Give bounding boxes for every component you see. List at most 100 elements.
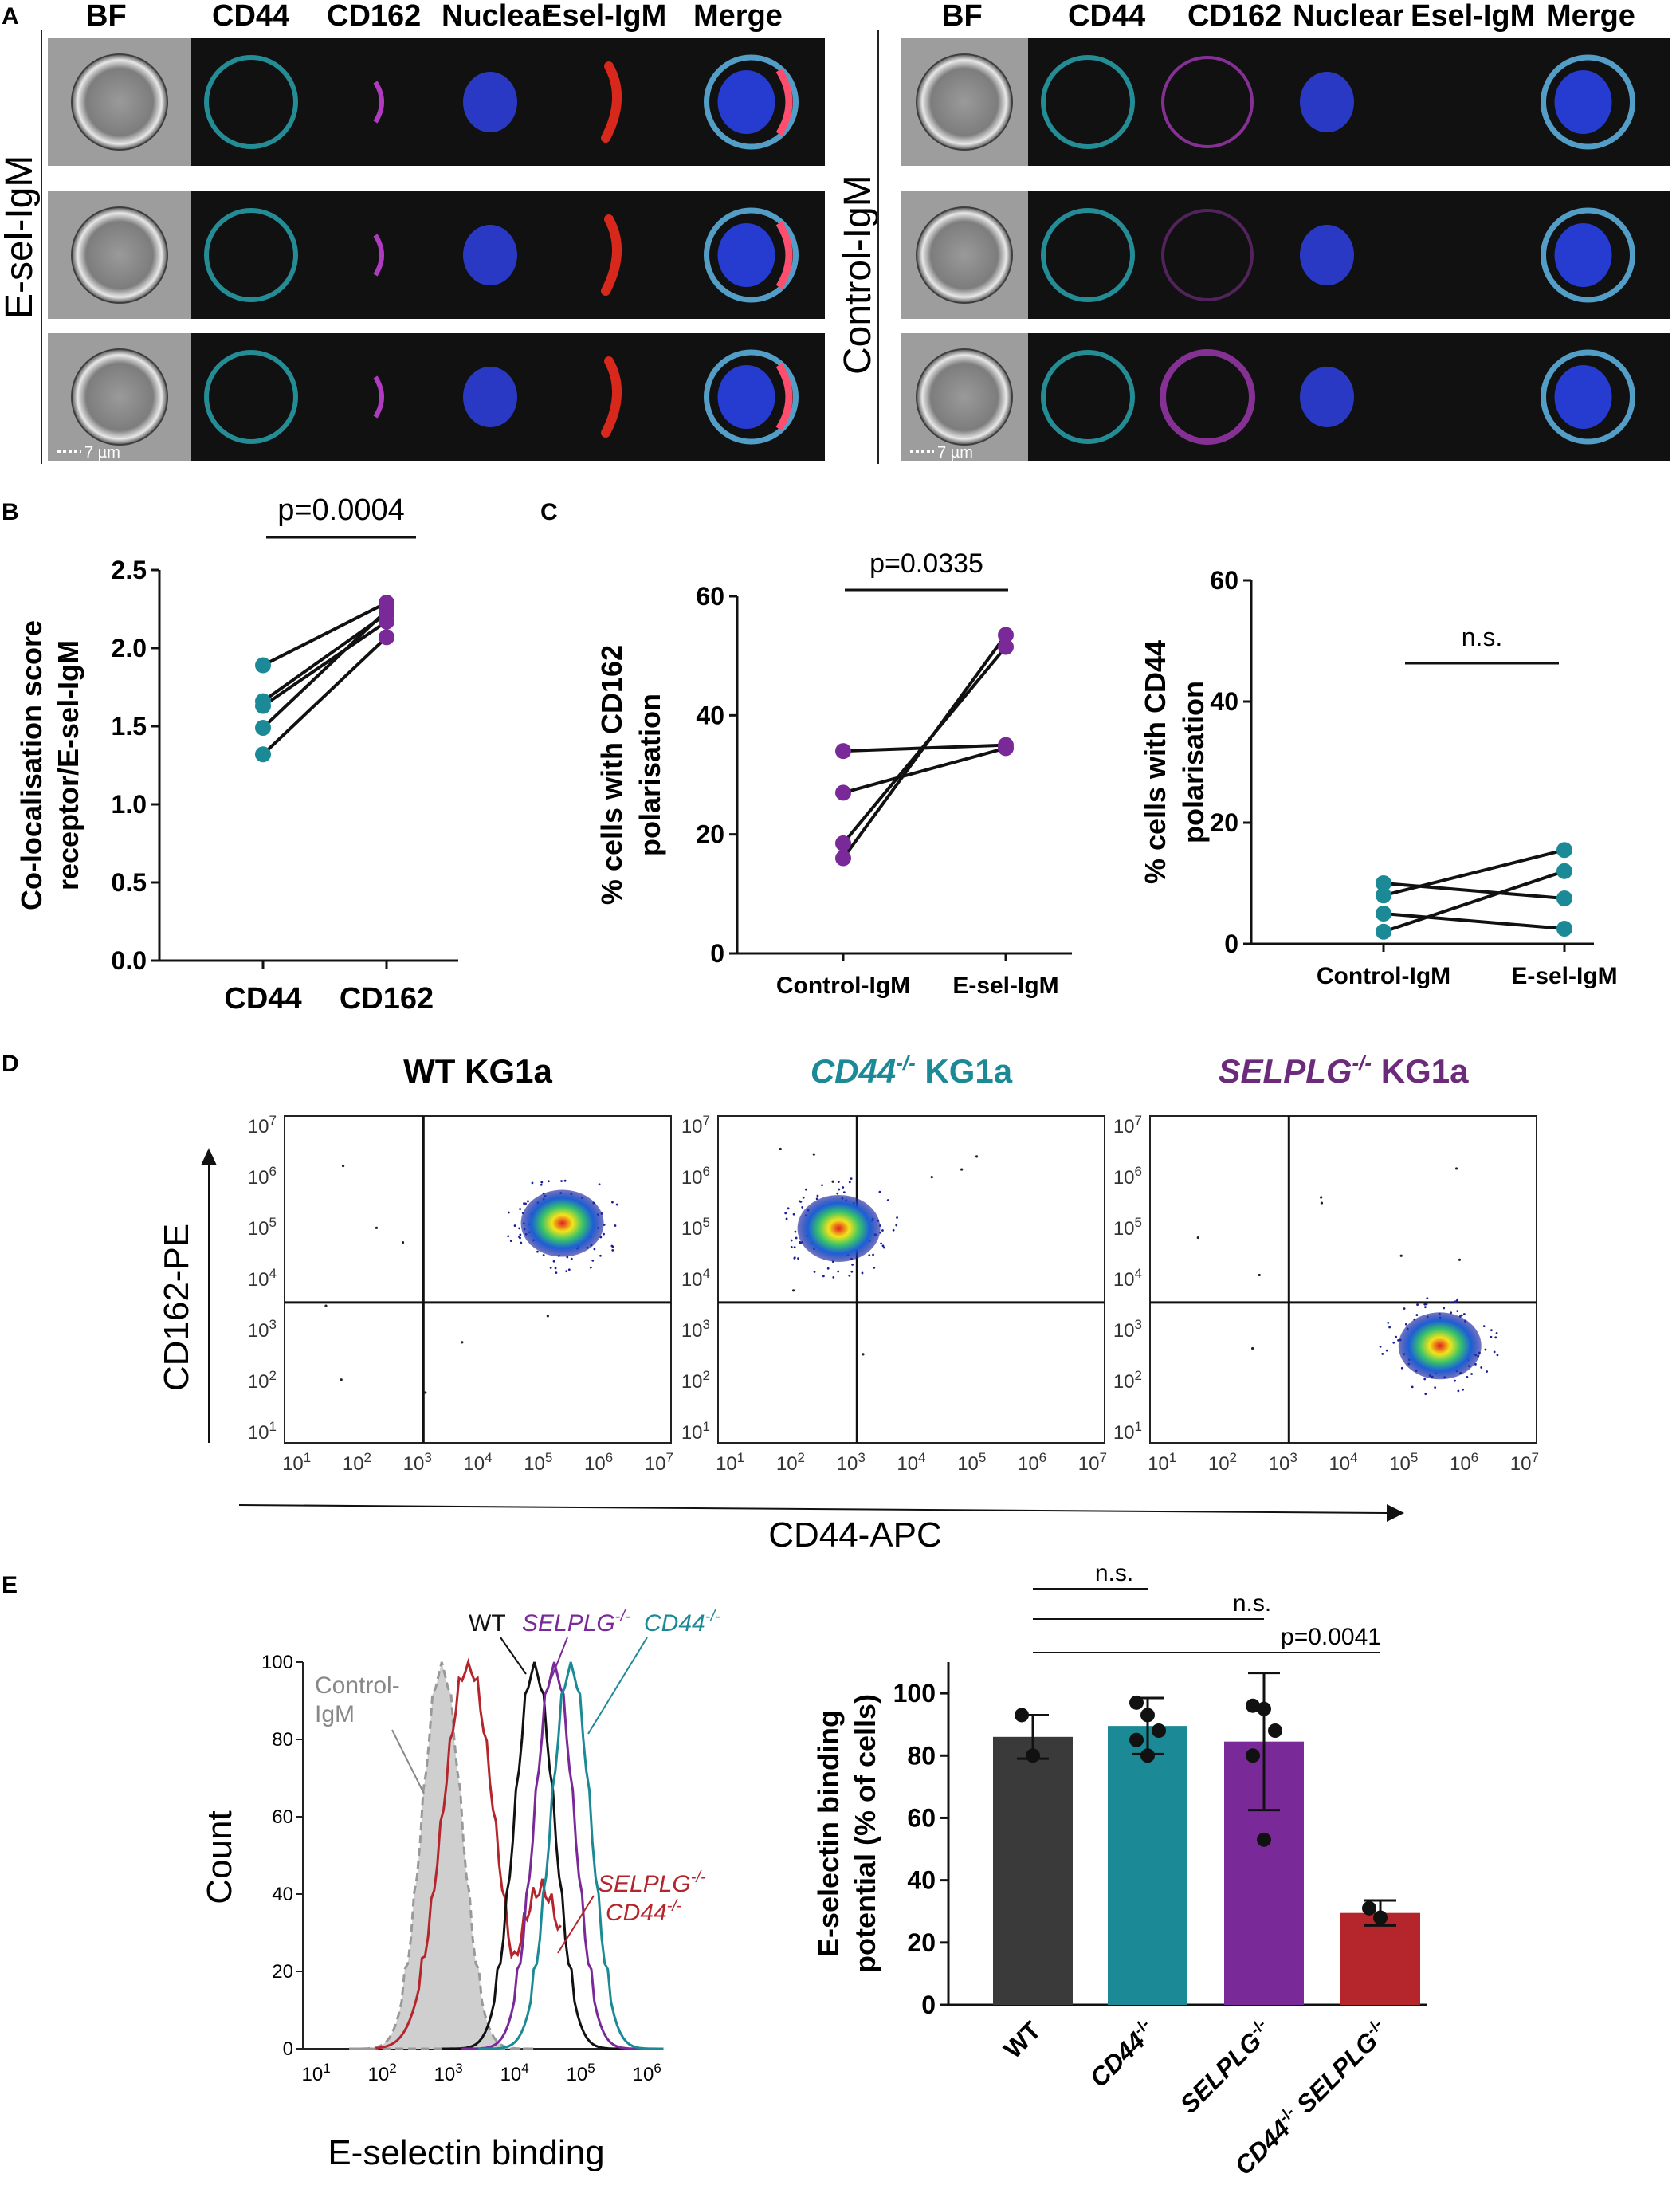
y-tick-label: 40	[1210, 687, 1238, 716]
cd44-ring	[204, 55, 298, 149]
y-tick-label: 104	[1113, 1266, 1142, 1291]
event-dot	[868, 1254, 871, 1257]
event-dot	[1387, 1321, 1390, 1324]
merge-nucleus	[717, 70, 775, 134]
data-point	[1556, 863, 1572, 879]
channel-header: Nuclear	[1293, 0, 1404, 33]
event-dot	[881, 1244, 885, 1248]
bar	[993, 1736, 1073, 2005]
event-dot	[873, 1267, 876, 1269]
event-dot	[599, 1254, 602, 1257]
y-axis-label: Co-localisation score	[15, 620, 48, 910]
event-dot	[1443, 1307, 1446, 1310]
y-tick-label: 105	[248, 1215, 277, 1240]
data-point	[1246, 1748, 1260, 1763]
panel-c-cd44-chart: 0 20 40 60 Control-IgM E-sel-IgM n.s. % cells w…	[1139, 566, 1618, 989]
x-tick-label: Control-IgM	[776, 973, 910, 999]
event-dot	[1397, 1338, 1399, 1342]
event-dot	[815, 1197, 818, 1201]
x-tick-label: 105	[957, 1450, 986, 1475]
event-dot	[832, 1275, 835, 1279]
y-tick-label: 105	[681, 1215, 710, 1240]
x-tick-label: 102	[343, 1450, 371, 1475]
event-dot	[555, 1271, 558, 1275]
panel-a-left-group-label: E-sel-IgM	[0, 155, 41, 319]
series-leader	[549, 1637, 568, 1683]
event-dot	[554, 1267, 557, 1270]
y-tick-label: 107	[248, 1113, 277, 1138]
merge-nucleus	[717, 223, 775, 287]
event-dot	[507, 1211, 510, 1214]
event-dot	[895, 1224, 898, 1227]
y-tick-label: 100	[261, 1652, 293, 1673]
event-dot	[1484, 1348, 1487, 1351]
y-axis-label: polarisation	[634, 694, 666, 856]
comparison-label: n.s.	[1095, 1560, 1133, 1586]
event-dot	[548, 1180, 550, 1183]
x-tick-label: 106	[584, 1450, 613, 1475]
event-dot	[1493, 1350, 1496, 1354]
merge-nucleus	[1554, 365, 1612, 429]
flow-plot-frame	[284, 1115, 672, 1444]
y-tick-label: 60	[696, 582, 724, 611]
outlier-dot	[930, 1176, 933, 1179]
event-dot	[1379, 1345, 1382, 1348]
event-dot	[507, 1235, 510, 1238]
event-dot	[560, 1180, 563, 1182]
outlier-dot	[779, 1147, 782, 1151]
event-dot	[821, 1184, 823, 1187]
x-tick-label: WT	[998, 2015, 1046, 2064]
y-tick-label: 60	[1210, 566, 1238, 595]
y-axis-label: % cells with CD44	[1139, 640, 1172, 884]
event-cluster	[797, 1194, 881, 1262]
series-leader	[557, 1895, 595, 1954]
channel-header: Esel-IgM	[1411, 0, 1535, 33]
event-dot	[1381, 1353, 1384, 1355]
p-value: n.s.	[1462, 623, 1503, 651]
data-point	[835, 784, 851, 801]
event-dot	[799, 1200, 801, 1203]
y-tick-label: 1.0	[112, 790, 147, 819]
x-tick-label: 103	[837, 1450, 866, 1475]
merge-esel	[775, 68, 793, 136]
y-axis-label: CD162-PE	[157, 1224, 196, 1391]
outlier-dot	[1320, 1196, 1323, 1199]
y-tick-label: 80	[272, 1729, 293, 1751]
event-dot	[1490, 1335, 1493, 1338]
data-point	[1140, 1708, 1155, 1723]
x-tick-label: 102	[776, 1450, 805, 1475]
event-dot	[540, 1183, 543, 1186]
event-dot	[593, 1248, 596, 1251]
event-dot	[851, 1264, 854, 1266]
cd44-ring	[204, 208, 298, 302]
data-point	[1129, 1732, 1144, 1747]
series-label: Control-	[315, 1672, 400, 1699]
event-dot	[565, 1270, 568, 1273]
merge-ring	[704, 54, 799, 150]
nuclear-signal	[463, 225, 517, 285]
pair-line	[261, 635, 388, 756]
series-label: WT	[469, 1610, 506, 1637]
y-tick-label: 106	[1113, 1164, 1142, 1189]
pair-line	[1383, 912, 1565, 930]
event-dot	[838, 1188, 841, 1191]
x-tick-label: 106	[1018, 1450, 1046, 1475]
p-value: p=0.0004	[277, 493, 405, 527]
y-tick-label: 20	[696, 820, 724, 849]
y-tick-label: 100	[893, 1679, 936, 1708]
outlier-dot	[424, 1391, 427, 1394]
event-dot	[614, 1224, 617, 1227]
nuclear-signal	[1300, 225, 1354, 285]
bf-cell	[71, 53, 168, 151]
nuclear-signal	[463, 367, 517, 427]
event-dot	[1456, 1310, 1459, 1312]
event-dot	[861, 1271, 864, 1275]
event-dot	[1482, 1325, 1486, 1328]
outlier-dot	[1258, 1273, 1261, 1277]
pair-line	[1383, 848, 1565, 898]
data-point	[998, 740, 1014, 757]
event-dot	[1450, 1311, 1453, 1315]
